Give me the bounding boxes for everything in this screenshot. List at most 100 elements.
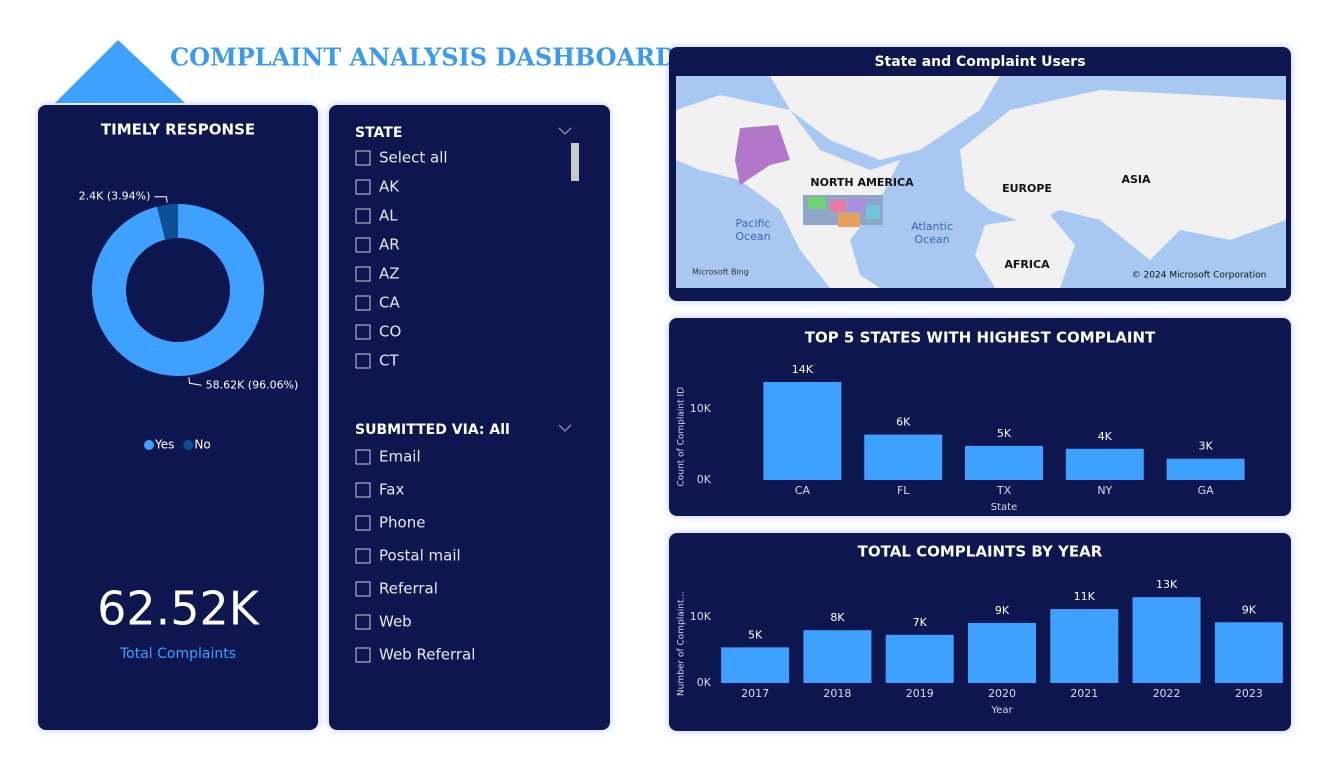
checkbox[interactable] bbox=[355, 581, 371, 597]
region bbox=[735, 125, 790, 185]
legend-marker bbox=[183, 440, 194, 450]
data-label: 2.4K (3.94%) bbox=[79, 190, 151, 203]
slicer-title: SUBMITTED VIA: All bbox=[355, 422, 510, 438]
map-label: EUROPE bbox=[1002, 182, 1052, 195]
legend-label: Yes bbox=[154, 438, 174, 452]
dashboard-title: COMPLAINT ANALYSIS DASHBOARD bbox=[170, 43, 676, 72]
decoration bbox=[55, 40, 185, 103]
donut-slice bbox=[92, 204, 265, 376]
checkbox[interactable] bbox=[355, 548, 371, 564]
x-tick-label: FL bbox=[897, 484, 910, 497]
checkbox[interactable] bbox=[355, 237, 371, 253]
y-tick-label: 0K bbox=[697, 676, 712, 689]
checkbox[interactable] bbox=[355, 482, 371, 498]
data-label: 9K bbox=[995, 604, 1010, 617]
checkbox[interactable] bbox=[355, 295, 371, 311]
panel bbox=[329, 105, 610, 730]
region bbox=[808, 197, 826, 209]
scrollbar bbox=[571, 143, 579, 181]
data-label: 13K bbox=[1156, 578, 1178, 591]
slicer-item: Web Referral bbox=[379, 646, 475, 664]
bar bbox=[1214, 622, 1283, 683]
x-tick-label: 2021 bbox=[1070, 687, 1098, 700]
checkbox[interactable] bbox=[355, 150, 371, 166]
x-axis-label: State bbox=[991, 502, 1017, 513]
region bbox=[838, 213, 860, 227]
checkbox[interactable] bbox=[355, 353, 371, 369]
x-tick-label: 2017 bbox=[741, 687, 769, 700]
slicer-title: STATE bbox=[355, 125, 402, 141]
bar bbox=[1065, 448, 1144, 480]
bar bbox=[885, 634, 954, 683]
data-label: 14K bbox=[792, 363, 814, 376]
data-label: 9K bbox=[1242, 603, 1257, 616]
x-axis-label: Year bbox=[990, 705, 1013, 716]
checkbox[interactable] bbox=[355, 449, 371, 465]
checkbox[interactable] bbox=[355, 179, 371, 195]
map-label: AFRICA bbox=[1004, 258, 1050, 271]
ocean-label: Pacific bbox=[736, 217, 771, 230]
data-label: 7K bbox=[913, 616, 928, 629]
x-tick-label: 2018 bbox=[823, 687, 851, 700]
legend-label: No bbox=[194, 438, 210, 452]
kpi-label: Total Complaints bbox=[119, 646, 236, 662]
bar bbox=[1132, 597, 1201, 683]
y-tick-label: 10K bbox=[690, 402, 712, 415]
checkbox[interactable] bbox=[355, 515, 371, 531]
land bbox=[975, 215, 1075, 288]
chevron bbox=[558, 127, 572, 135]
ocean-label: Atlantic bbox=[911, 220, 953, 233]
y-axis-label: Count of Complaint ID bbox=[677, 387, 687, 487]
region bbox=[848, 198, 866, 212]
x-tick-label: 2023 bbox=[1235, 687, 1263, 700]
y-tick-label: 0K bbox=[697, 473, 712, 486]
chart-title: TIMELY RESPONSE bbox=[101, 121, 255, 139]
data-label: 4K bbox=[1098, 430, 1113, 443]
x-tick-label: CA bbox=[795, 484, 811, 497]
map-label: NORTH AMERICA bbox=[810, 176, 914, 189]
slicer-item: Email bbox=[379, 448, 421, 466]
chart-title: TOTAL COMPLAINTS BY YEAR bbox=[858, 543, 1103, 561]
leader-line bbox=[154, 196, 168, 203]
bar bbox=[965, 445, 1043, 480]
slicer-item: Referral bbox=[379, 580, 438, 598]
checkbox[interactable] bbox=[355, 208, 371, 224]
chart-title: TOP 5 STATES WITH HIGHEST COMPLAINT bbox=[805, 329, 1156, 347]
data-label: 8K bbox=[830, 611, 845, 624]
data-label: 3K bbox=[1198, 440, 1213, 453]
ocean-label: Ocean bbox=[914, 233, 949, 246]
land bbox=[770, 76, 1000, 160]
checkbox[interactable] bbox=[355, 647, 371, 663]
slicer-item: CO bbox=[379, 323, 401, 341]
x-tick-label: 2022 bbox=[1153, 687, 1181, 700]
map-label: ASIA bbox=[1121, 173, 1151, 186]
slicer-item: Web bbox=[379, 613, 412, 631]
x-tick-label: 2019 bbox=[906, 687, 934, 700]
bar bbox=[763, 382, 842, 480]
slicer-item: Fax bbox=[379, 481, 404, 499]
data-label: 58.62K (96.06%) bbox=[206, 378, 299, 391]
checkbox[interactable] bbox=[355, 324, 371, 340]
bar bbox=[864, 434, 943, 480]
map-copyright: © 2024 Microsoft Corporation bbox=[1132, 271, 1267, 281]
map-provider: Microsoft Bing bbox=[692, 268, 749, 277]
x-tick-label: NY bbox=[1097, 484, 1112, 497]
x-tick-label: GA bbox=[1198, 484, 1215, 497]
region bbox=[866, 205, 880, 219]
bar bbox=[968, 622, 1036, 683]
legend-marker bbox=[144, 440, 154, 450]
slicer-item: Phone bbox=[379, 514, 425, 532]
data-label: 11K bbox=[1074, 590, 1096, 603]
x-tick-label: 2020 bbox=[988, 687, 1016, 700]
slicer-item: Postal mail bbox=[379, 547, 461, 565]
checkbox[interactable] bbox=[355, 266, 371, 282]
bar bbox=[1050, 609, 1119, 683]
kpi-value: 62.52K bbox=[97, 582, 261, 636]
slicer-item: AK bbox=[379, 178, 400, 196]
checkbox[interactable] bbox=[355, 614, 371, 630]
slicer-item: AZ bbox=[379, 265, 400, 283]
data-label: 6K bbox=[896, 416, 911, 429]
ocean-label: Ocean bbox=[735, 230, 770, 243]
data-label: 5K bbox=[997, 427, 1012, 440]
